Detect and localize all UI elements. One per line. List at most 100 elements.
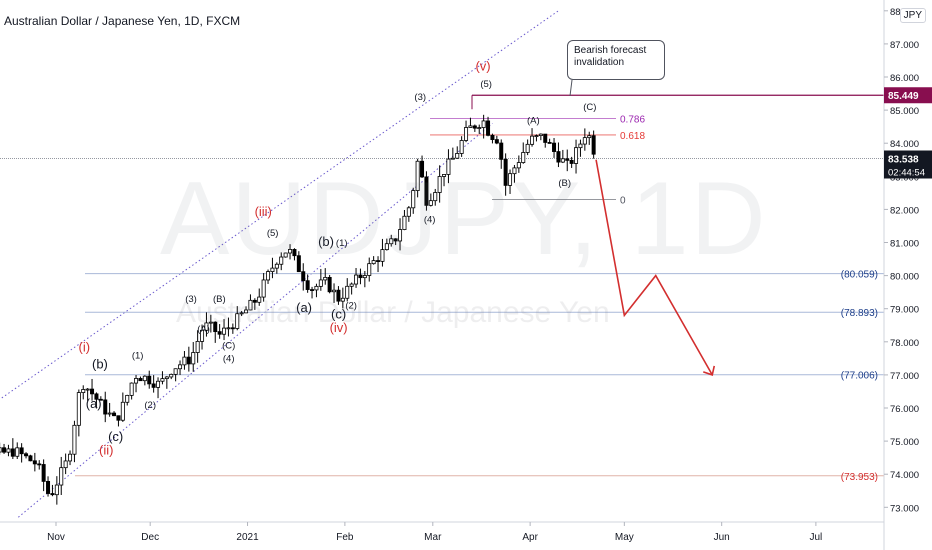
candle-body <box>525 143 530 153</box>
wave-label: (3) <box>414 92 426 103</box>
watermark-symbol: AUDJPY, 1D <box>160 161 768 277</box>
wave-label: (c) <box>331 307 346 322</box>
candle-body <box>354 274 359 285</box>
candle-body <box>494 139 499 144</box>
wave-label: (iii) <box>255 204 272 219</box>
candle-body <box>552 142 557 152</box>
candle-body <box>398 229 403 242</box>
candle-body <box>516 162 521 169</box>
candle-body <box>120 401 125 421</box>
candle-body <box>257 296 262 303</box>
candle-body <box>68 453 73 462</box>
candle-body <box>534 135 539 137</box>
candle-body <box>433 192 438 202</box>
candle-body <box>327 276 332 293</box>
wave-label: (B) <box>213 294 226 305</box>
candle-body <box>578 143 583 149</box>
candle-body <box>499 142 504 160</box>
candle-body <box>393 238 398 242</box>
candle-body <box>37 463 42 466</box>
wave-label: (iv) <box>330 320 348 335</box>
target-label: (77.006) <box>841 371 878 382</box>
candle-body <box>222 327 227 335</box>
candle-body <box>279 256 284 265</box>
x-tick-label: Nov <box>47 532 65 543</box>
candle-body <box>274 263 279 269</box>
y-tick-label: 81.000 <box>890 239 919 250</box>
candle-body <box>129 382 134 396</box>
candle-body <box>406 207 411 217</box>
y-tick-label: 75.000 <box>890 437 919 448</box>
candle-body <box>63 460 68 469</box>
watermark-name: Australian Dollar / Japanese Yen <box>176 296 610 329</box>
wave-label: (a) <box>86 396 102 411</box>
candle-body <box>41 464 46 482</box>
wave-label: (i) <box>78 340 90 355</box>
candle-body <box>358 274 363 279</box>
candle-body <box>459 140 464 154</box>
candle-body <box>296 255 301 273</box>
candle-body <box>2 447 7 453</box>
candle-body <box>376 260 381 262</box>
candle-body <box>54 484 59 496</box>
candle-body <box>380 249 385 262</box>
wave-label: (3) <box>185 294 197 305</box>
candle-body <box>349 283 354 287</box>
wave-label: (c) <box>108 429 123 444</box>
candle-body <box>116 415 121 421</box>
wave-label: (1) <box>132 350 144 361</box>
candle-body <box>239 312 244 315</box>
y-tick-label: 85.000 <box>890 106 919 117</box>
resistance-tag <box>884 87 932 104</box>
candle-body <box>411 190 416 209</box>
candle-body <box>565 158 570 161</box>
candle-body <box>450 157 455 160</box>
wave-label: (b) <box>92 356 108 371</box>
candle-body <box>147 375 152 385</box>
candle-body <box>468 125 473 128</box>
candle-body <box>72 424 77 455</box>
candle-body <box>112 412 117 417</box>
candle-body <box>107 412 112 415</box>
countdown-label: 02:44:54 <box>888 168 925 179</box>
target-label: (73.953) <box>841 472 878 483</box>
candle-body <box>142 375 147 382</box>
candle-body <box>560 158 565 163</box>
candle-body <box>15 447 20 457</box>
x-tick-label: 2021 <box>236 532 259 543</box>
wave-label: (B) <box>558 178 571 189</box>
currency-button[interactable]: JPY <box>899 8 926 23</box>
candle-body <box>169 373 174 378</box>
wave-label: (5) <box>480 79 492 90</box>
wave-label: (5) <box>267 228 279 239</box>
y-tick-label: 86.000 <box>890 73 919 84</box>
candle-body <box>103 399 108 415</box>
wave-label: (b) <box>318 234 334 249</box>
y-tick-label: 74.000 <box>890 470 919 481</box>
candle-body <box>230 327 235 330</box>
wave-label: (4) <box>424 215 436 226</box>
candle-body <box>235 313 240 329</box>
candle-body <box>530 135 535 145</box>
candle-body <box>226 327 231 330</box>
candle-body <box>318 279 323 287</box>
x-tick-label: Jul <box>809 532 822 543</box>
x-tick-label: Jun <box>714 532 730 543</box>
candle-body <box>81 389 86 393</box>
candle-body <box>556 151 561 163</box>
candle-body <box>384 243 389 251</box>
candle-body <box>310 289 315 291</box>
chart-title: Australian Dollar / Japanese Yen, 1D, FX… <box>4 14 241 28</box>
candle-body <box>305 280 310 290</box>
candle-body <box>19 447 24 455</box>
candle-body <box>195 340 200 353</box>
candle-body <box>486 120 491 136</box>
y-tick-label: 79.000 <box>890 305 919 316</box>
candle-body <box>178 364 183 370</box>
candle-body <box>244 309 249 314</box>
candle-body <box>420 160 425 178</box>
target-label: (80.059) <box>841 270 878 281</box>
candle-body <box>270 267 275 272</box>
